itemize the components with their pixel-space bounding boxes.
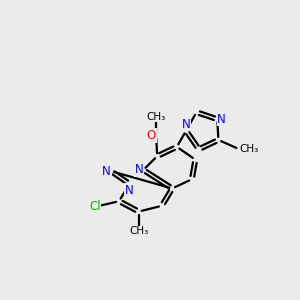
Text: CH₃: CH₃ — [146, 112, 166, 122]
Text: Cl: Cl — [89, 200, 101, 213]
Text: CH₃: CH₃ — [239, 144, 259, 154]
Text: CH₃: CH₃ — [129, 226, 148, 236]
Text: N: N — [135, 164, 143, 176]
Text: N: N — [125, 184, 134, 197]
Text: O: O — [147, 129, 156, 142]
Text: N: N — [102, 165, 111, 178]
Text: N: N — [182, 118, 190, 131]
Text: N: N — [217, 113, 226, 126]
